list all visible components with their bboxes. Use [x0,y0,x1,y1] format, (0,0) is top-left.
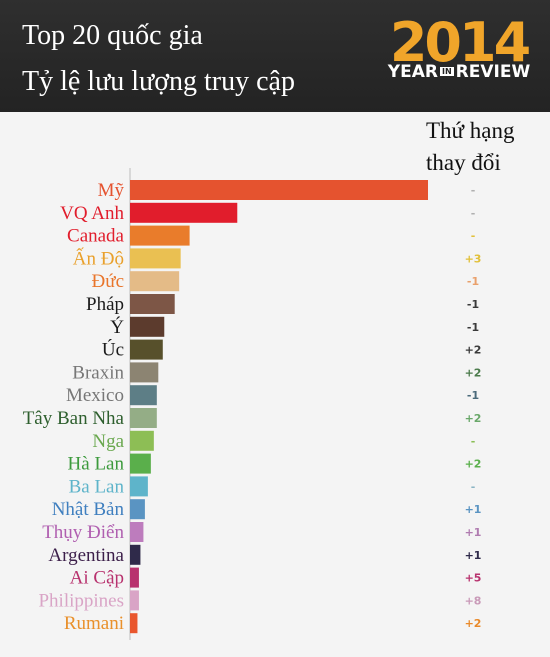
category-label: Mexico [66,385,124,406]
bar [130,316,165,337]
category-label: VQ Anh [60,203,124,224]
category-label: Canada [67,226,125,247]
bar [130,613,138,634]
rank-change-label: +1 [465,503,482,516]
rank-change-label: - [471,230,476,243]
rank-change-label: -1 [467,275,479,288]
bar [130,294,175,314]
bar [130,248,181,269]
bar [130,430,154,451]
rank-change-label: +2 [465,344,482,357]
category-label: Nga [92,431,124,452]
rank-change-label: -1 [467,298,479,311]
rank-change-label: - [471,184,476,197]
category-label: Nhật Bản [52,499,125,520]
logo-subtitle: YEAR IN REVIEW [384,62,534,82]
category-label: Ba Lan [69,476,125,497]
bar [130,453,151,474]
bar [130,476,148,497]
category-label: Tây Ban Nha [23,408,125,429]
rank-change-label: - [471,480,476,493]
rank-change-label: -1 [467,389,479,402]
rank-change-label: - [471,435,476,448]
header-banner: Top 20 quốc gia Tỷ lệ lưu lượng truy cập… [0,0,550,112]
category-label: Đức [92,271,124,292]
rank-change-header-line1: Thứ hạng [426,118,515,143]
rank-change-label: +8 [465,594,482,607]
logo-word-year: YEAR [387,62,438,82]
category-label: Braxin [72,362,124,383]
bar [130,408,157,428]
category-label: Philippines [38,590,124,611]
category-label: Rumani [64,613,124,634]
category-label: Argentina [48,545,124,566]
bar [130,544,141,565]
year-in-review-logo: 2014 YEAR IN REVIEW [384,11,534,92]
category-label: Ai Cập [70,568,124,589]
chart-subtitle: Tỷ lệ lưu lượng truy cập [22,66,295,97]
bar [130,339,163,360]
rank-change-label: +1 [465,549,482,562]
logo-year: 2014 [389,11,531,74]
bar [130,522,144,542]
rank-change-label: +5 [465,572,482,585]
rank-change-label: +2 [465,366,482,379]
rank-change-label: +2 [465,617,482,630]
rank-change-label: +2 [465,458,482,471]
rank-change-label: -1 [467,321,479,334]
bar [130,271,180,292]
logo-word-review: REVIEW [455,62,531,82]
category-label: Úc [102,339,124,361]
rank-change-label: +1 [465,526,482,539]
chart-title: Top 20 quốc gia [22,20,203,51]
bar [130,225,190,246]
logo-word-in: IN [439,67,454,76]
bar [130,567,139,588]
bar [130,590,139,611]
rank-change-label: +2 [465,412,482,425]
rank-change-header-line2: thay đổi [426,150,501,175]
category-label: Pháp [86,294,124,315]
bar [130,385,157,406]
bar [130,362,159,383]
category-label: Thụy Điển [42,522,124,543]
category-label: Mỹ [98,180,125,201]
category-label: Hà Lan [68,454,125,475]
bar [130,499,145,520]
bar [130,180,428,200]
category-label: Ấn Độ [73,247,124,269]
rank-change-label: - [471,207,476,220]
category-label: Ý [110,316,124,338]
rank-change-label: +3 [465,252,482,265]
bar [130,202,238,223]
